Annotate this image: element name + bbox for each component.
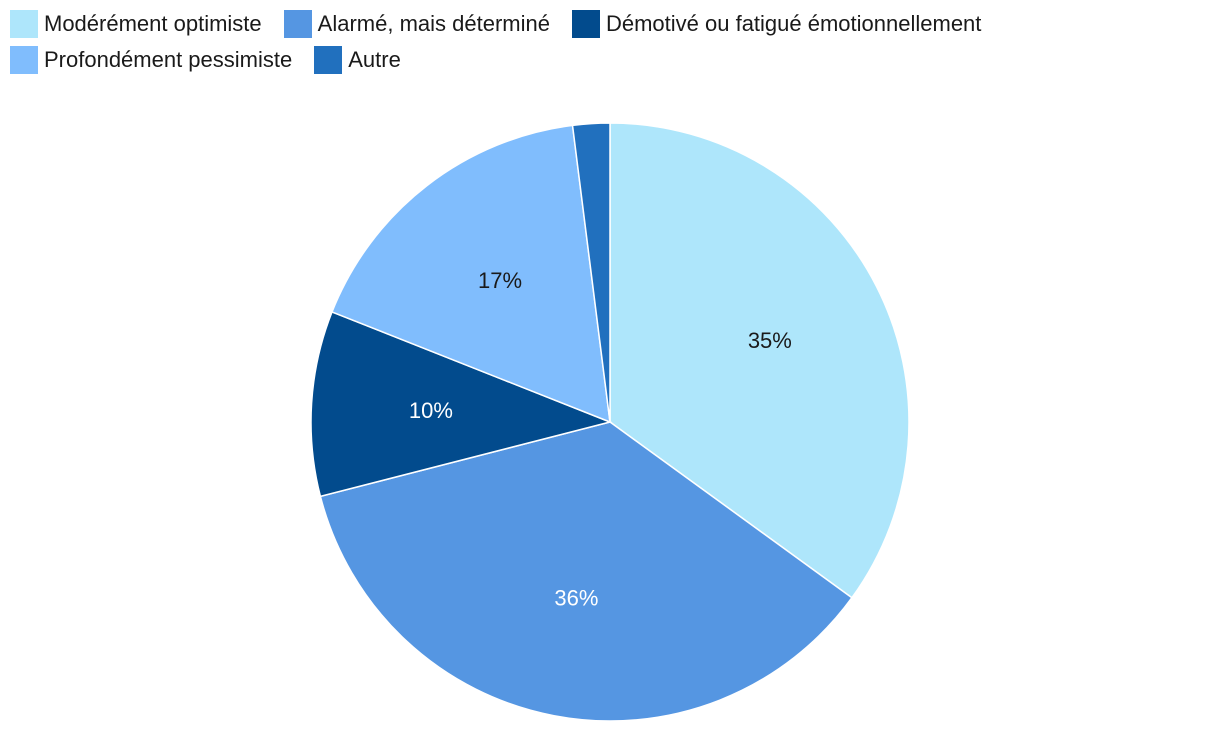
legend-item-profondement-pessimiste: Profondément pessimiste — [10, 46, 292, 74]
slice-data-label-3: 17% — [478, 268, 522, 293]
legend-label: Alarmé, mais déterminé — [317, 11, 550, 36]
slice-data-label-1: 36% — [554, 586, 598, 611]
legend-label: Modérément optimiste — [44, 11, 262, 36]
legend-label: Autre — [348, 47, 401, 72]
pie-slice-0 — [609, 122, 910, 599]
legend-swatch — [10, 10, 38, 38]
legend-item-modere-optimiste: Modérément optimiste — [10, 10, 262, 38]
legend-swatch — [10, 46, 38, 74]
legend-item-demotive-fatigue: Démotivé ou fatigué émotionnellement — [571, 10, 982, 38]
slice-data-label-0: 35% — [748, 328, 792, 353]
legend-item-autre: Autre — [314, 46, 401, 74]
chart-legend: Modérément optimiste Alarmé, mais déterm… — [10, 10, 1110, 74]
legend-swatch — [314, 46, 343, 74]
legend-swatch — [283, 10, 312, 38]
pie-slice-2 — [310, 310, 613, 498]
pie-slice-4 — [571, 122, 611, 423]
pie-slice-3 — [331, 124, 611, 424]
legend-label: Démotivé ou fatigué émotionnellement — [605, 11, 982, 36]
legend-swatch — [571, 10, 600, 38]
pie-slice-1 — [319, 421, 853, 722]
legend-item-alarme-determine: Alarmé, mais déterminé — [283, 10, 550, 38]
slice-data-label-2: 10% — [409, 398, 453, 423]
legend-label: Profondément pessimiste — [44, 47, 293, 72]
